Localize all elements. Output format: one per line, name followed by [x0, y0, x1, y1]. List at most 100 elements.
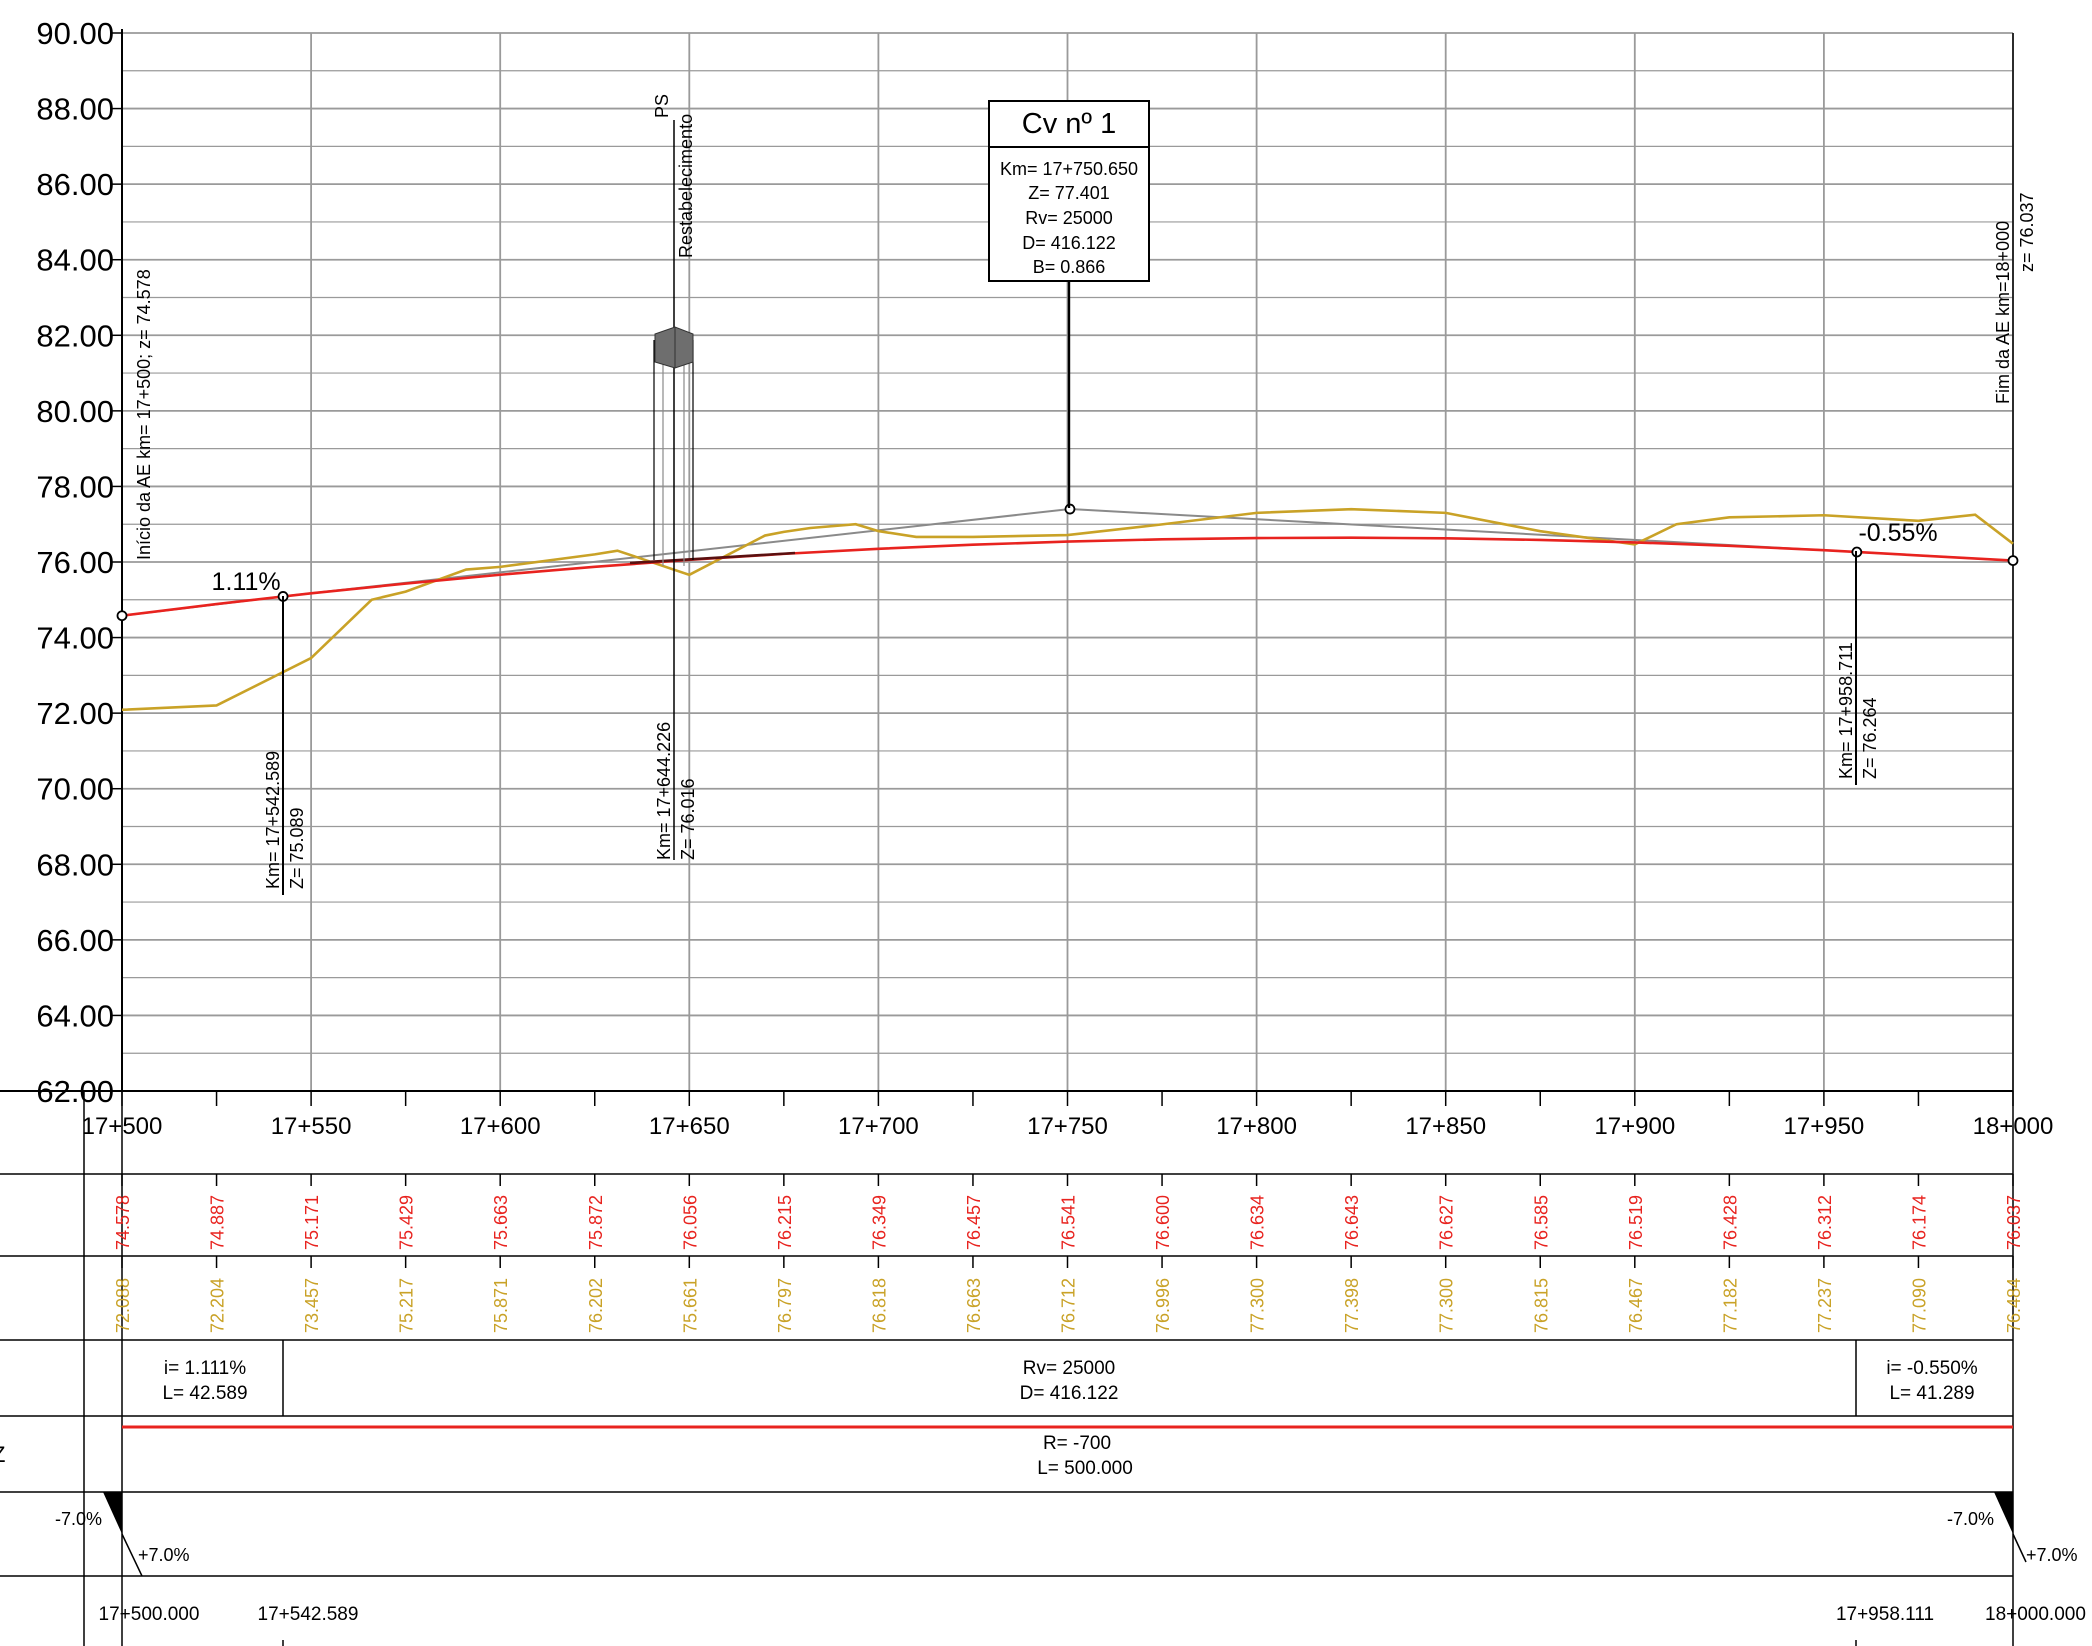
y-tick-label: 82.00: [36, 318, 114, 353]
terrain-elevation: 76.202: [586, 1278, 606, 1333]
terrain-elevation: 76.712: [1059, 1278, 1079, 1333]
design-elevation: 76.215: [775, 1195, 795, 1250]
grade-right-1: i= -0.550%: [1886, 1358, 1977, 1379]
y-tick-label: 80.00: [36, 394, 114, 429]
vertex-marker: [2007, 555, 2019, 567]
cant-neg-left: -7.0%: [55, 1509, 102, 1529]
curve-title: Cv nº 1: [1022, 108, 1116, 140]
terrain-line: [121, 507, 2014, 712]
terrain-elevation: 76.996: [1153, 1278, 1173, 1333]
y-tick-label: 66.00: [36, 923, 114, 958]
vertex-marker: [116, 610, 128, 622]
band-design-elevations: 74.578 74.887 75.171 75.429 75.663 75.872 76.0…: [113, 1195, 2024, 1250]
design-elevation: 76.643: [1342, 1195, 1362, 1250]
slope-label-left: 1.11%: [212, 568, 281, 596]
end-annotation-1: Fim da AE km=18+000: [1993, 221, 2013, 404]
terrain-elevation: 77.090: [1909, 1278, 1929, 1333]
terrain-elevation: 75.217: [397, 1278, 417, 1333]
x-tick-label: 17+600: [460, 1113, 541, 1140]
km-mark-2: 17+542.589: [258, 1604, 359, 1625]
x-tick-label: 17+950: [1784, 1113, 1865, 1140]
y-tick-label: 68.00: [36, 847, 114, 882]
start-annotation: Início da AE km= 17+500; z= 74.578: [134, 269, 154, 560]
callout-km1-b: Z= 75.089: [287, 807, 307, 889]
cant-band: -7.0% +7.0% -7.0% +7.0%: [55, 1492, 2078, 1577]
design-elevation: 76.627: [1437, 1195, 1457, 1250]
callout-km3-a: Km= 17+958.711: [1836, 642, 1856, 779]
design-elevation: 75.663: [491, 1195, 511, 1250]
end-annotation-2: z= 76.037: [2017, 192, 2037, 272]
km-marks-band: 17+500.000 17+542.589 17+958.111 18+000.…: [99, 1604, 2086, 1646]
terrain-elevation: 72.088: [113, 1278, 133, 1333]
design-elevation: 74.887: [208, 1195, 228, 1250]
design-line: [121, 536, 2014, 618]
design-elevation: 76.585: [1531, 1195, 1551, 1250]
design-elevation: 76.056: [680, 1195, 700, 1250]
grade-mid-1: Rv= 25000: [1023, 1358, 1115, 1379]
plan-band: R= -700 L= 500.000 Z: [0, 1425, 2013, 1479]
y-tick-label: 72.00: [36, 696, 114, 731]
terrain-elevation: 77.300: [1248, 1278, 1268, 1333]
y-tick-label: 64.00: [36, 998, 114, 1033]
plan-radius: R= -700: [1043, 1433, 1111, 1454]
callout-km1: Km= 17+542.589 Z= 75.089: [263, 596, 307, 895]
y-tick-label: 74.00: [36, 621, 114, 656]
callout-km2: Km= 17+644.226 Z= 76.016: [654, 722, 698, 860]
cant-pos-left: +7.0%: [138, 1545, 190, 1565]
band-ticks: [121, 1174, 2014, 1268]
design-elevation: 76.037: [2004, 1195, 2024, 1250]
curve-box: Cv nº 1 Km= 17+750.650 Z= 77.401 Rv= 250…: [988, 100, 1150, 508]
callout-km2-a: Km= 17+644.226: [654, 722, 674, 860]
structure-name: PS: [652, 94, 672, 118]
design-elevation: 75.171: [302, 1195, 322, 1250]
x-tick-label: 17+550: [271, 1113, 352, 1140]
y-tick-label: 86.00: [36, 167, 114, 202]
x-axis: 17+500 17+550 17+600 17+650 17+700 17+750 17+8…: [82, 1091, 2053, 1140]
design-elevation: 76.312: [1815, 1195, 1835, 1250]
data-bands: [0, 1090, 2014, 1646]
structure-description: Restabelecimento: [676, 114, 696, 258]
band-terrain-elevations: 72.088 72.204 73.457 75.217 75.871 76.202 75.6…: [113, 1278, 2024, 1333]
callout-km3-b: Z= 76.264: [1860, 697, 1880, 779]
deck-segment: [629, 551, 796, 565]
slope-label-right: -0.55%: [1858, 519, 1937, 547]
km-mark-end: 18+000.000: [1985, 1604, 2086, 1625]
x-tick-label: 17+800: [1216, 1113, 1297, 1140]
y-tick-label: 70.00: [36, 772, 114, 807]
grade-right-2: L= 41.289: [1889, 1383, 1974, 1404]
design-elevation: 75.429: [397, 1195, 417, 1250]
design-elevation: 74.578: [113, 1195, 133, 1250]
terrain-elevation: 77.300: [1437, 1278, 1457, 1333]
grade-left-2: L= 42.589: [162, 1383, 247, 1404]
pier-block: [654, 326, 694, 369]
terrain-elevation: 77.237: [1815, 1278, 1835, 1333]
terrain-elevation: 76.467: [1626, 1278, 1646, 1333]
terrain-elevation: 76.484: [2004, 1278, 2024, 1333]
y-tick-label: 88.00: [36, 92, 114, 127]
design-elevation: 76.349: [869, 1195, 889, 1250]
design-elevation: 76.428: [1720, 1195, 1740, 1250]
y-tick-label: 76.00: [36, 545, 114, 580]
design-elevation: 76.457: [964, 1195, 984, 1250]
plan-length: L= 500.000: [1037, 1458, 1133, 1479]
terrain-elevation: 76.815: [1531, 1278, 1551, 1333]
y-tick-label: 84.00: [36, 243, 114, 278]
km-mark-start: 17+500.000: [99, 1604, 200, 1625]
x-tick-label: 17+850: [1405, 1113, 1486, 1140]
curve-line-rv: Rv= 25000: [1025, 208, 1113, 228]
grade-left-1: i= 1.111%: [164, 1358, 246, 1379]
terrain-elevation: 76.797: [775, 1278, 795, 1333]
curve-line-km: Km= 17+750.650: [1000, 159, 1138, 179]
terrain-elevation: 73.457: [302, 1278, 322, 1333]
cant-neg-right: -7.0%: [1947, 1509, 1994, 1529]
terrain-elevation: 76.663: [964, 1278, 984, 1333]
terrain-elevation: 76.818: [869, 1278, 889, 1333]
y-tick-label: 78.00: [36, 469, 114, 504]
design-elevation: 76.174: [1909, 1195, 1929, 1250]
terrain-elevation: 72.204: [208, 1278, 228, 1333]
left-edge-mark: Z: [0, 1442, 5, 1467]
x-tick-label: 17+650: [649, 1113, 730, 1140]
y-axis-labels: 90.00 88.00 86.00 84.00 82.00 80.00 78.00 76.00…: [36, 16, 122, 1109]
terrain-elevation: 75.871: [491, 1278, 511, 1333]
